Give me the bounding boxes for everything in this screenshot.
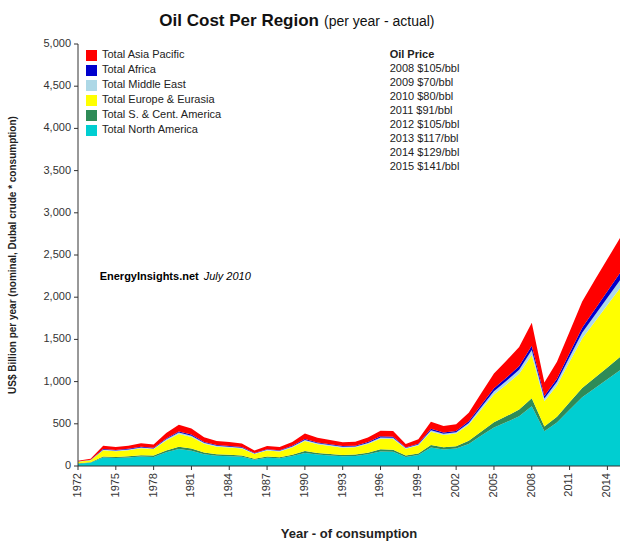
legend-swatch	[86, 110, 97, 121]
axes: 0 500 1,000 1,500 2,000 2,500 3,000 3,500 4,000 4…	[43, 37, 620, 498]
y-tick-label: 1,500	[43, 332, 71, 344]
x-tick	[191, 466, 192, 470]
legend-swatch	[86, 65, 97, 76]
legend-label: Total Middle East	[102, 78, 186, 90]
subtitle: (per year - actual)	[324, 13, 434, 29]
y-tick	[74, 128, 78, 129]
oil-price-note: 2008 $105/bbl	[390, 62, 460, 74]
y-tick-label: 1,000	[43, 375, 71, 387]
x-tick-label: 1990	[298, 473, 310, 497]
x-tick	[531, 466, 532, 470]
oil-price-note: 2013 $117/bbl	[390, 132, 459, 144]
legend-label: Total North America	[102, 123, 199, 135]
legend-label: Total S. & Cent. America	[102, 108, 222, 120]
y-tick-label: 500	[53, 417, 71, 429]
x-tick-label: 1987	[260, 473, 272, 497]
y-tick-label: 4,000	[43, 121, 71, 133]
legend-swatch	[86, 125, 97, 136]
oil-price-note: Oil Price	[390, 48, 435, 60]
legend-label: Total Europe & Eurasia	[102, 93, 215, 105]
x-tick-label: 1993	[336, 473, 348, 497]
x-tick-label: 2002	[449, 473, 461, 497]
legend: Total Asia Pacific Total Africa Total Midd…	[86, 48, 222, 136]
y-tick-label: 4,500	[43, 79, 71, 91]
oil-price-note: 2014 $129/bbl	[390, 146, 460, 158]
x-tick-label: 1978	[147, 473, 159, 497]
x-tick	[342, 466, 343, 470]
x-tick	[380, 466, 381, 470]
oil-price-note: 2010 $80/bbl	[390, 90, 454, 102]
y-tick-label: 0	[65, 459, 71, 471]
oil-price-note: 2012 $105/bbl	[390, 118, 460, 130]
y-tick	[74, 381, 78, 382]
y-tick-label: 2,500	[43, 248, 71, 260]
y-tick	[74, 170, 78, 171]
y-tick-label: 2,000	[43, 290, 71, 302]
title: Oil Cost Per Region	[159, 11, 319, 30]
x-tick-label: 1981	[184, 473, 196, 497]
y-tick	[74, 44, 78, 45]
annotations: Oil Price 2008 $105/bbl 2009 $70/bbl 2010 $…	[100, 48, 460, 282]
oil-price-note: 2015 $141/bbl	[390, 160, 460, 172]
chart: 0 500 1,000 1,500 2,000 2,500 3,000 3,500 4,000 4…	[0, 0, 642, 548]
y-tick	[74, 466, 78, 467]
x-tick	[229, 466, 230, 470]
y-tick	[74, 297, 78, 298]
x-axis-label: Year - of consumption	[281, 526, 418, 541]
x-tick-label: 1984	[222, 473, 234, 497]
watermark-date: July 2010	[203, 270, 252, 282]
y-tick	[74, 423, 78, 424]
x-tick-label: 1975	[109, 473, 121, 497]
x-tick	[304, 466, 305, 470]
y-tick	[74, 255, 78, 256]
y-tick-label: 3,500	[43, 164, 71, 176]
oil-price-note: 2009 $70/bbl	[390, 76, 454, 88]
x-tick	[153, 466, 154, 470]
x-tick-label: 2005	[487, 473, 499, 497]
legend-label: Total Africa	[102, 63, 157, 75]
x-tick-label: 2014	[600, 473, 612, 497]
legend-swatch	[86, 50, 97, 61]
y-tick	[74, 339, 78, 340]
x-tick	[456, 466, 457, 470]
x-tick	[78, 466, 79, 470]
x-tick-label: 1999	[411, 473, 423, 497]
legend-label: Total Asia Pacific	[102, 48, 185, 60]
y-tick-label: 3,000	[43, 206, 71, 218]
x-tick	[418, 466, 419, 470]
x-tick	[493, 466, 494, 470]
x-tick	[115, 466, 116, 470]
legend-swatch	[86, 95, 97, 106]
x-tick	[569, 466, 570, 470]
y-tick	[74, 212, 78, 213]
x-tick-label: 1996	[373, 473, 385, 497]
x-axis-line	[78, 466, 620, 467]
x-tick-label: 2008	[525, 473, 537, 497]
legend-swatch	[86, 80, 97, 91]
y-tick	[74, 86, 78, 87]
watermark: EnergyInsights.net	[100, 270, 199, 282]
y-tick-label: 5,000	[43, 37, 71, 49]
y-axis-label: US$ Billion per year (nominal, Dubal cru…	[7, 116, 18, 394]
area	[78, 238, 620, 461]
x-tick	[607, 466, 608, 470]
areas	[78, 238, 620, 466]
x-tick-label: 1972	[71, 473, 83, 497]
oil-price-note: 2011 $91/bbl	[390, 104, 453, 116]
x-tick-label: 2011	[562, 473, 574, 497]
x-tick	[267, 466, 268, 470]
